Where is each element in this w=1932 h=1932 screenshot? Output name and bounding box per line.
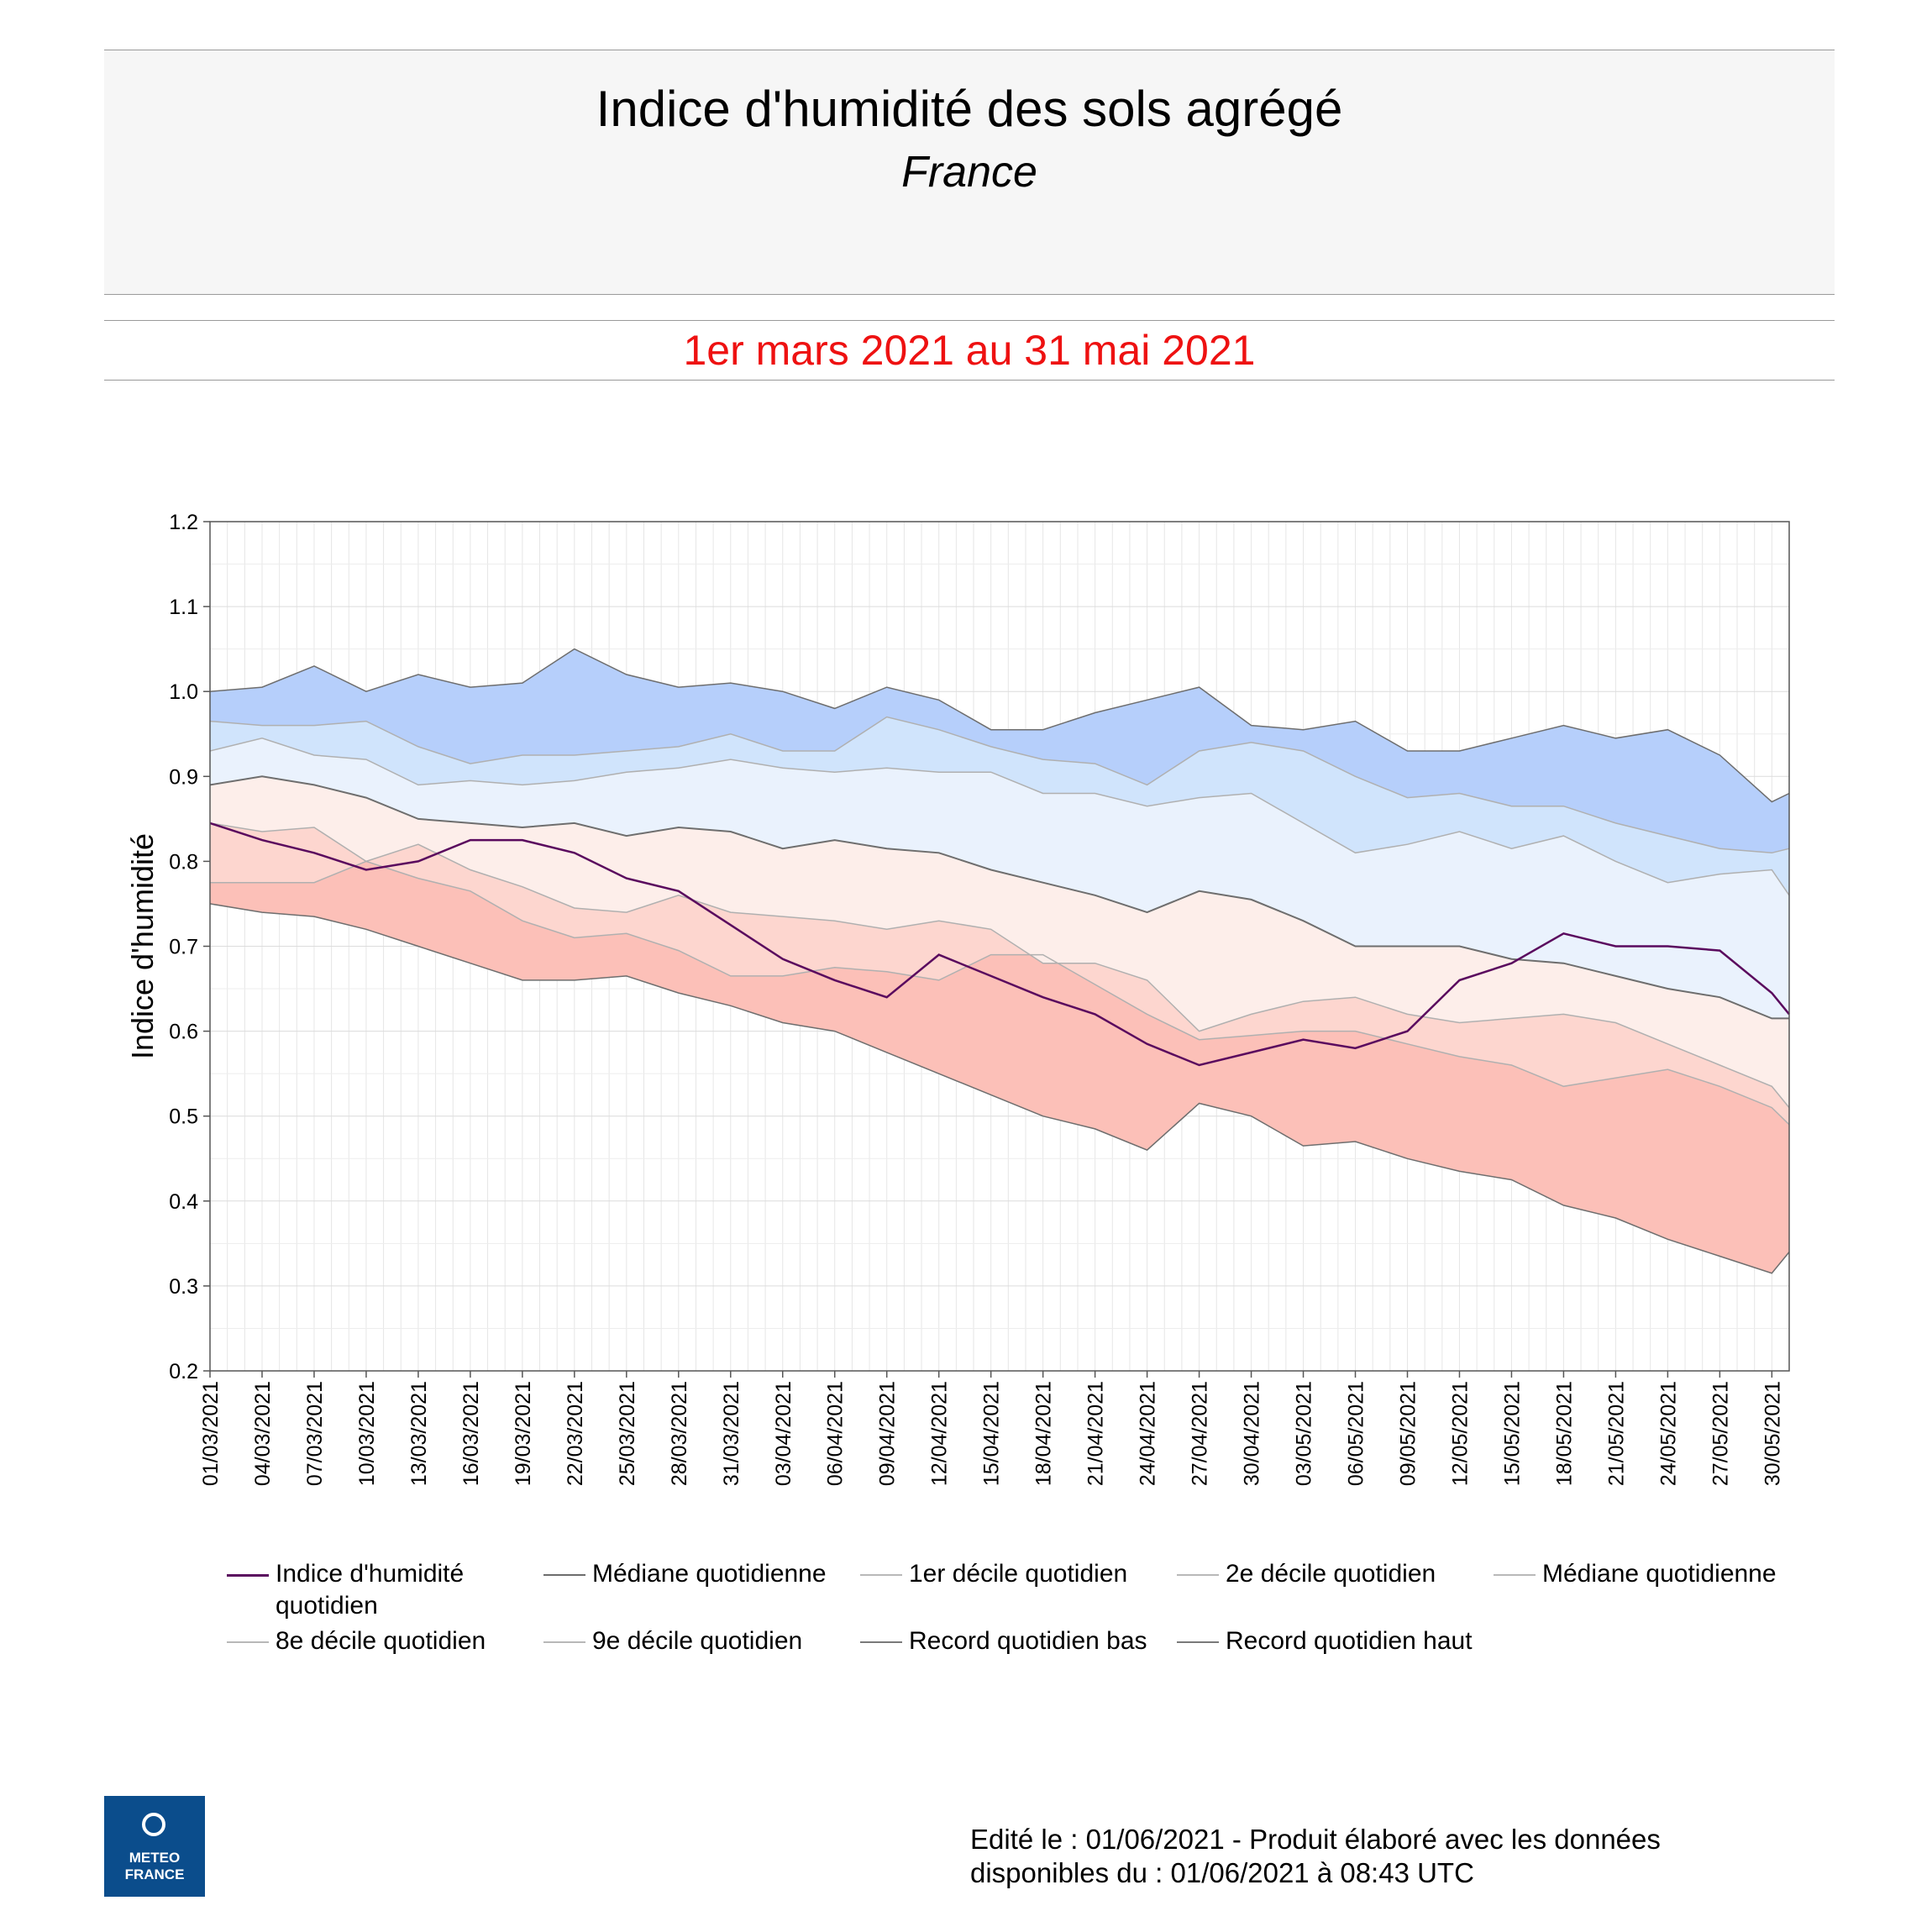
period-label: 1er mars 2021 au 31 mai 2021 (683, 327, 1256, 374)
x-tick-label: 28/03/2021 (668, 1381, 691, 1486)
legend-label: Record quotidien haut (1226, 1627, 1473, 1655)
logo-text-line1: METEO (129, 1850, 181, 1866)
period-box: 1er mars 2021 au 31 mai 2021 (104, 320, 1835, 381)
x-tick-label: 04/03/2021 (251, 1381, 275, 1486)
series-line (210, 860, 1790, 1126)
x-tick-label: 09/05/2021 (1396, 1381, 1420, 1486)
x-tick-label: 15/04/2021 (980, 1381, 1004, 1486)
band-area (210, 776, 1789, 1108)
band-area (210, 861, 1789, 1273)
y-tick-label: 0.9 (169, 765, 198, 789)
x-tick-label: 07/03/2021 (303, 1381, 327, 1486)
legend-swatch (543, 1641, 585, 1643)
band-area (210, 738, 1789, 1019)
series-line (209, 822, 1790, 1109)
footer-line-2: disponibles du : 01/06/2021 à 08:43 UTC (970, 1857, 1474, 1888)
x-tick-label: 10/03/2021 (355, 1381, 379, 1486)
y-tick-label: 0.4 (169, 1190, 198, 1214)
x-tick-label: 09/04/2021 (876, 1381, 900, 1486)
band-area (210, 717, 1789, 895)
x-tick-label: 15/05/2021 (1500, 1381, 1524, 1486)
x-tick-label: 18/05/2021 (1552, 1381, 1576, 1486)
legend-label: 1er décile quotidien (909, 1560, 1128, 1588)
x-tick-label: 21/04/2021 (1084, 1381, 1108, 1486)
header-box: Indice d'humidité des sols agrégé France (104, 50, 1835, 295)
series-line (209, 903, 1790, 1274)
x-tick-label: 30/05/2021 (1761, 1381, 1784, 1486)
legend-label: Médiane quotidienne (1542, 1560, 1777, 1588)
logo-text-line2: FRANCE (124, 1866, 185, 1882)
legend-label: Médiane quotidienne (592, 1560, 827, 1588)
x-tick-label: 19/03/2021 (512, 1381, 535, 1486)
x-tick-label: 22/03/2021 (564, 1381, 587, 1486)
x-tick-label: 18/04/2021 (1032, 1381, 1056, 1486)
x-tick-label: 13/03/2021 (407, 1381, 431, 1486)
y-tick-label: 0.8 (169, 850, 198, 874)
legend-label: 9e décile quotidien (592, 1627, 803, 1655)
legend-label: 8e décile quotidien (276, 1627, 486, 1655)
footer-note: Edité le : 01/06/2021 - Produit élaboré … (970, 1823, 1894, 1890)
y-tick-label: 0.7 (169, 936, 198, 959)
x-tick-label: 25/03/2021 (616, 1381, 639, 1486)
x-tick-label: 03/05/2021 (1293, 1381, 1316, 1486)
band-area (210, 648, 1789, 853)
x-tick-label: 06/05/2021 (1345, 1381, 1368, 1486)
legend-swatch (1177, 1574, 1219, 1576)
y-tick-label: 1.2 (169, 511, 198, 534)
y-tick-label: 0.6 (169, 1021, 198, 1044)
legend-swatch (860, 1574, 902, 1576)
legend-label: 2e décile quotidien (1226, 1560, 1436, 1588)
x-tick-label: 21/05/2021 (1604, 1381, 1628, 1486)
x-tick-label: 06/04/2021 (824, 1381, 848, 1486)
chart-subtitle: France (901, 148, 1037, 197)
chart-svg: 0.2 0.3 0.4 0.5 0.6 0.7 0.8 0.9 1.0 1.1 1.2 01/03/2… (125, 511, 1790, 1486)
series-line (209, 738, 1790, 896)
footer-line-1: Edité le : 01/06/2021 - Produit élaboré … (970, 1824, 1661, 1855)
x-tick-label: 27/05/2021 (1709, 1381, 1732, 1486)
legend-swatch (1177, 1641, 1219, 1643)
x-tick-label: 12/05/2021 (1448, 1381, 1472, 1486)
chart-title: Indice d'humidité des sols agrégé (596, 81, 1343, 137)
series-line (209, 775, 1789, 1020)
series-line-index (209, 822, 1790, 1067)
legend-label: Record quotidien bas (909, 1627, 1147, 1655)
series-line (209, 716, 1790, 854)
y-axis-title: Indice d'humidité (125, 833, 160, 1059)
y-tick-label: 1.1 (169, 596, 198, 619)
x-tick-label: 12/04/2021 (928, 1381, 952, 1486)
x-tick-label: 03/04/2021 (772, 1381, 795, 1486)
logo-mark-icon (142, 1813, 165, 1836)
series-line (209, 648, 1790, 803)
legend-label: Indice d'humidité quotidien (276, 1560, 465, 1620)
y-tick-label: 0.2 (169, 1360, 198, 1383)
legend-swatch (227, 1641, 269, 1643)
legend-swatch (543, 1574, 585, 1576)
x-tick-label: 24/05/2021 (1656, 1381, 1680, 1486)
y-tick-label: 0.5 (169, 1105, 198, 1129)
meteo-france-logo: METEO FRANCE (104, 1796, 205, 1897)
legend-swatch (860, 1641, 902, 1643)
legend-swatch (227, 1574, 269, 1577)
x-tick-label: 01/03/2021 (199, 1381, 223, 1486)
x-tick-label: 31/03/2021 (720, 1381, 743, 1486)
y-tick-label: 0.3 (169, 1275, 198, 1299)
x-tick-label: 16/03/2021 (459, 1381, 483, 1486)
y-tick-label: 1.0 (169, 680, 198, 704)
x-tick-label: 27/04/2021 (1189, 1381, 1212, 1486)
legend-swatch (1494, 1574, 1536, 1576)
x-tick-label: 30/04/2021 (1241, 1381, 1264, 1486)
x-tick-label: 24/04/2021 (1137, 1381, 1160, 1486)
